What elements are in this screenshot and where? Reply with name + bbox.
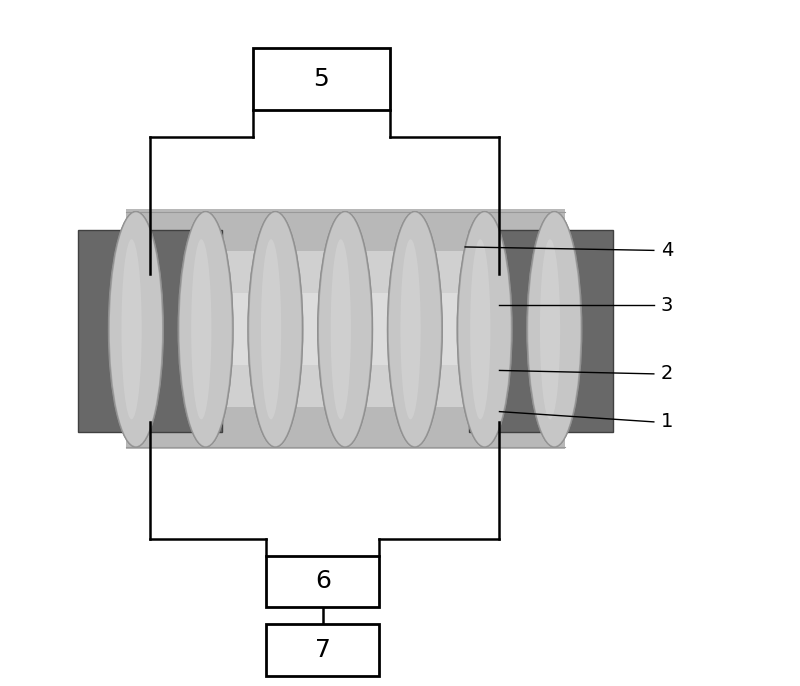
Ellipse shape	[470, 239, 490, 419]
Ellipse shape	[318, 211, 373, 447]
Ellipse shape	[318, 211, 372, 447]
Ellipse shape	[318, 211, 373, 447]
Bar	[126, 251, 565, 407]
Ellipse shape	[110, 211, 162, 447]
Ellipse shape	[261, 239, 281, 419]
Text: 6: 6	[315, 569, 331, 593]
Ellipse shape	[388, 211, 442, 447]
Ellipse shape	[109, 211, 163, 447]
Ellipse shape	[330, 239, 351, 419]
Text: 5: 5	[314, 67, 329, 91]
Ellipse shape	[178, 211, 233, 447]
Ellipse shape	[178, 211, 233, 447]
Bar	[469, 230, 613, 432]
Ellipse shape	[249, 211, 302, 447]
Text: 7: 7	[315, 638, 330, 662]
Ellipse shape	[387, 211, 442, 447]
Ellipse shape	[401, 239, 421, 419]
Bar	[78, 230, 222, 432]
Text: 4: 4	[661, 241, 673, 260]
Bar	[126, 209, 565, 449]
Text: 1: 1	[661, 412, 673, 431]
Ellipse shape	[109, 211, 163, 447]
FancyBboxPatch shape	[266, 624, 379, 676]
Ellipse shape	[458, 211, 512, 447]
Ellipse shape	[248, 211, 302, 447]
Ellipse shape	[191, 239, 211, 419]
Ellipse shape	[458, 211, 511, 447]
Ellipse shape	[122, 239, 142, 419]
Ellipse shape	[248, 211, 302, 447]
Bar	[126, 294, 565, 365]
Ellipse shape	[527, 211, 582, 447]
FancyBboxPatch shape	[253, 48, 390, 110]
Ellipse shape	[458, 211, 512, 447]
Ellipse shape	[527, 211, 582, 447]
Text: 2: 2	[661, 364, 673, 383]
Ellipse shape	[540, 239, 560, 419]
Text: 3: 3	[661, 296, 673, 315]
Ellipse shape	[528, 211, 581, 447]
Ellipse shape	[179, 211, 232, 447]
FancyBboxPatch shape	[266, 556, 379, 607]
Ellipse shape	[387, 211, 442, 447]
